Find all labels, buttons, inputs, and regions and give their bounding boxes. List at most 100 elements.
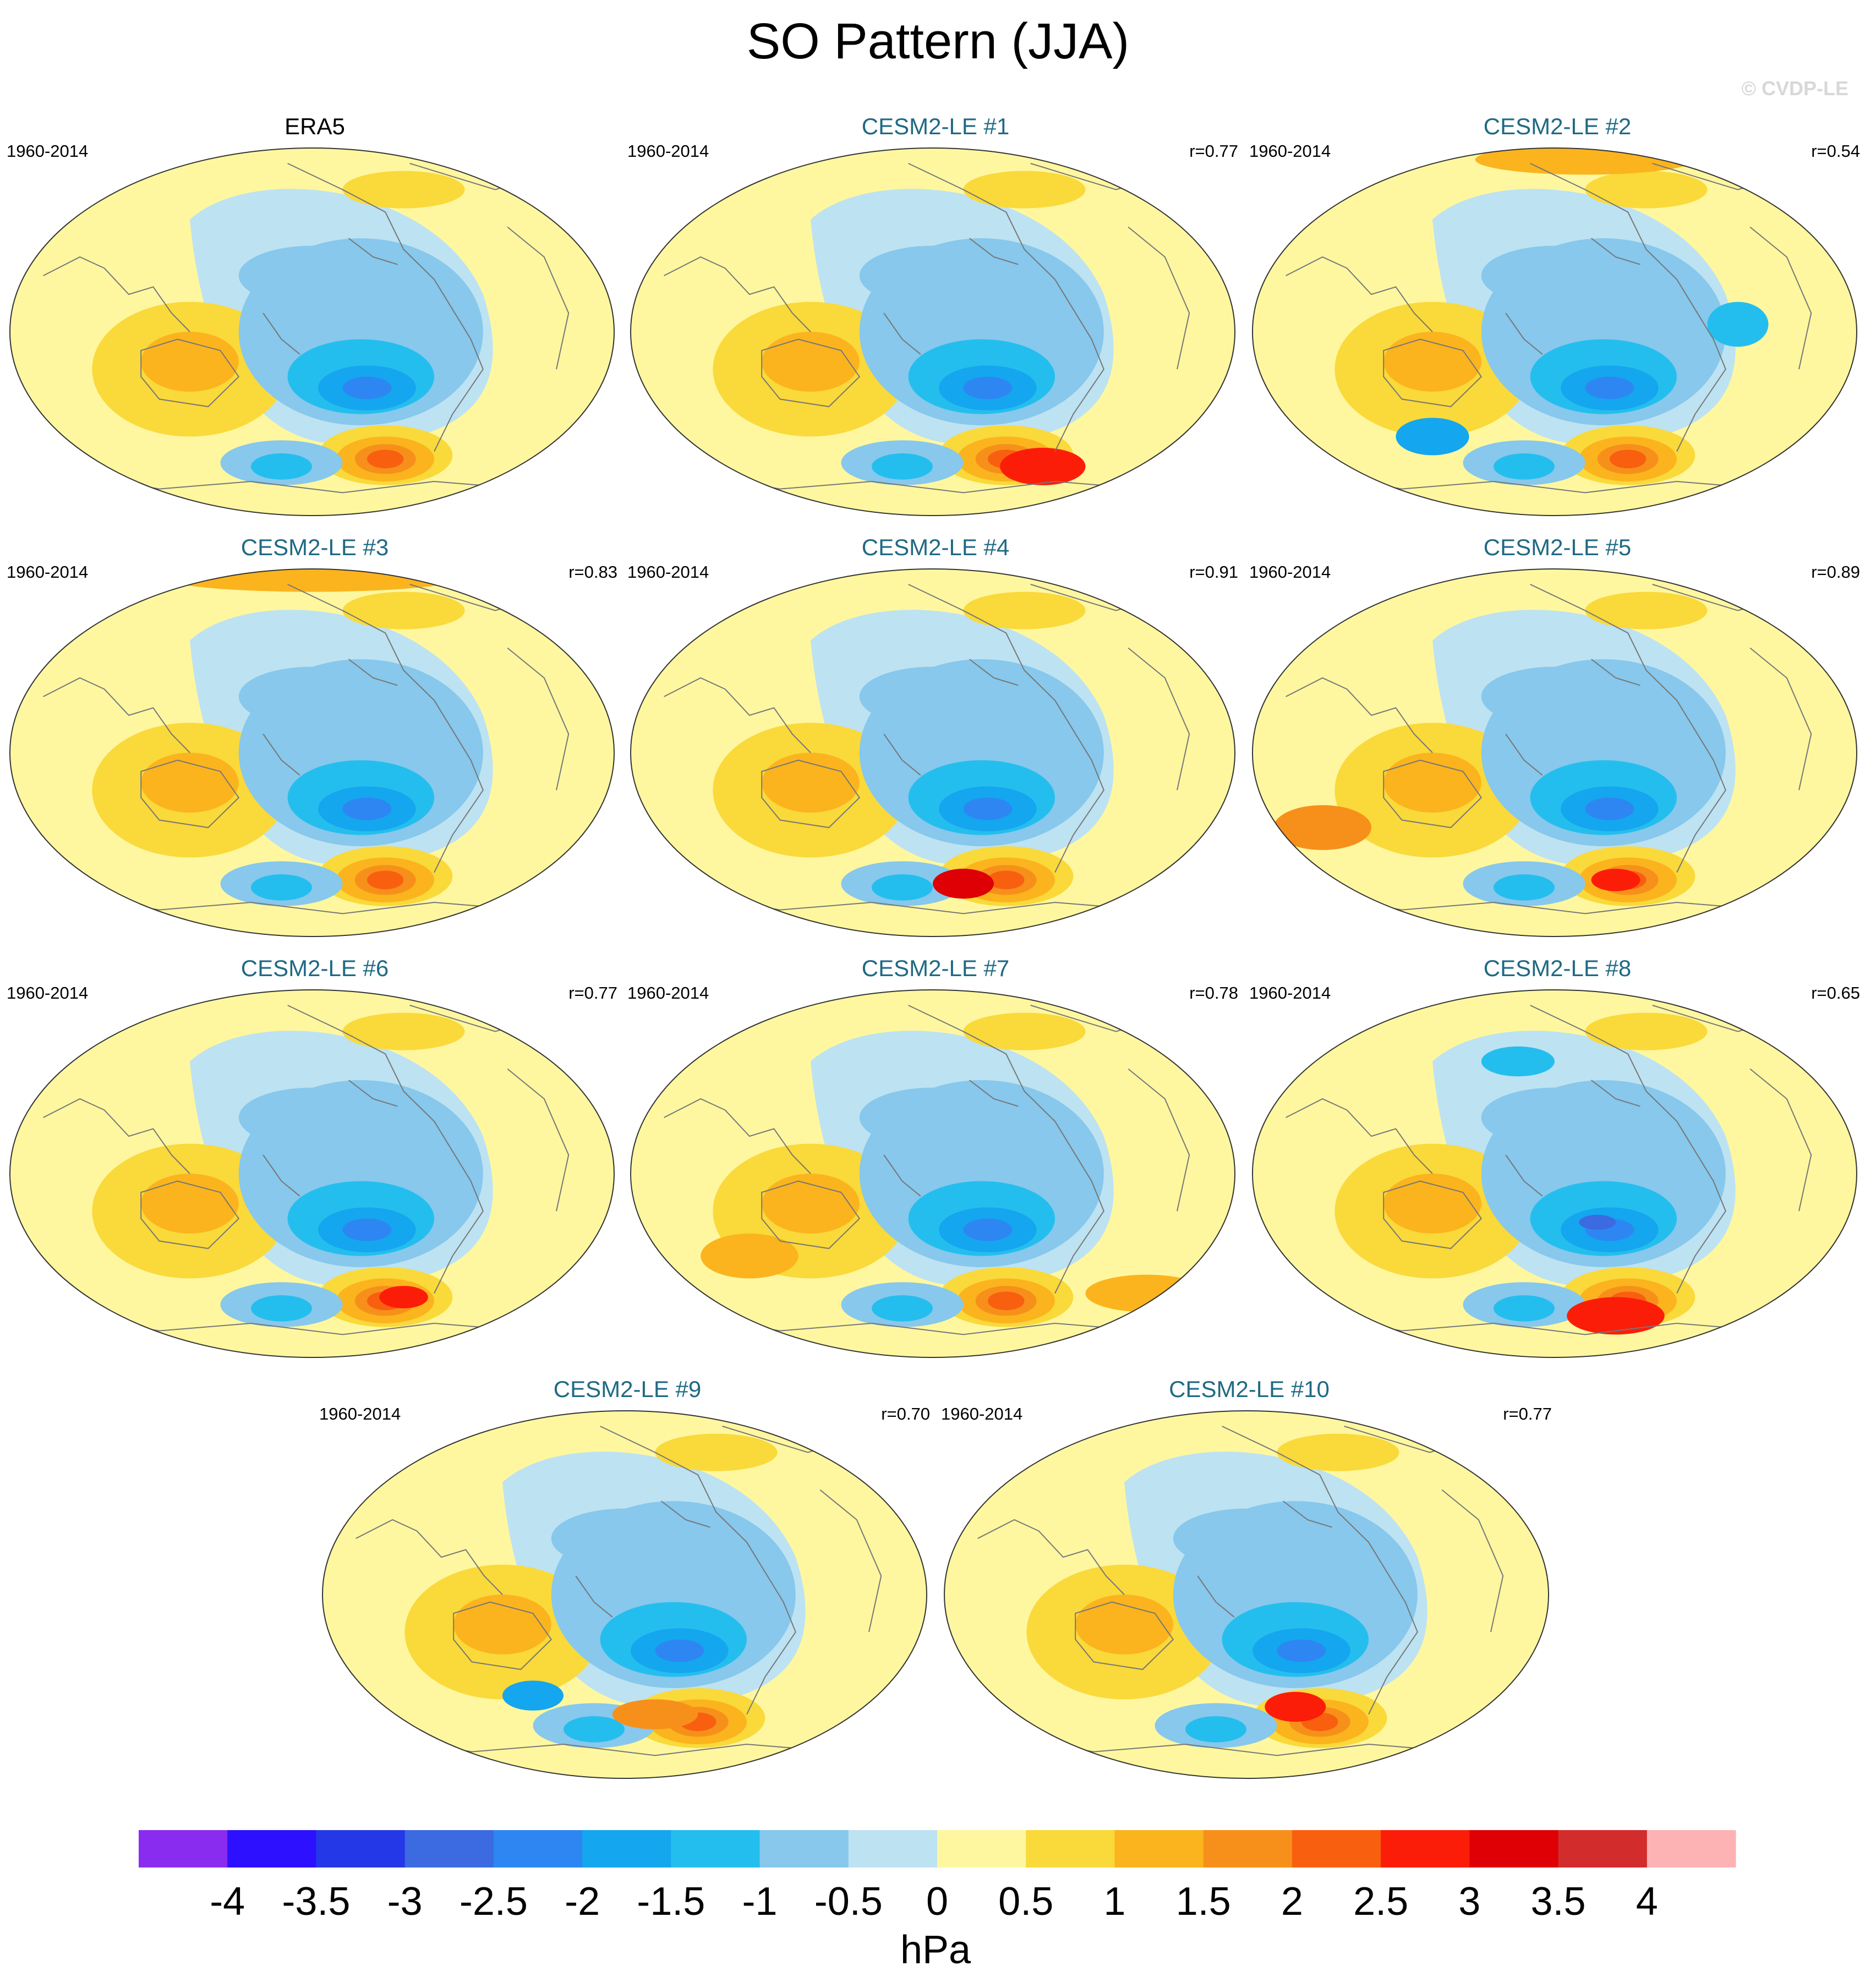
anomaly-contour	[1185, 1716, 1246, 1743]
anomaly-contour	[1585, 376, 1634, 399]
coastline	[908, 584, 1104, 873]
colorbar-swatch	[1469, 1830, 1559, 1868]
coastline	[287, 163, 484, 452]
coastline	[43, 256, 190, 332]
colorbar-tick-label: -3.5	[282, 1880, 350, 1924]
coastline	[969, 238, 1019, 265]
coastline	[883, 733, 921, 776]
panel-title: CESM2-LE #7	[861, 955, 1010, 981]
coastline	[1383, 759, 1483, 829]
colorbar-tick-label: -2.5	[460, 1880, 528, 1924]
anomaly-contour	[238, 1087, 386, 1148]
colorbar-tick-label: 2.5	[1353, 1880, 1408, 1924]
anomaly-contour	[1585, 171, 1708, 209]
panel-period: 1960-2014	[1249, 983, 1331, 1003]
anomaly-contour	[251, 1295, 312, 1322]
anomaly-contour	[342, 592, 465, 629]
contour-map	[322, 1410, 927, 1779]
map-outline	[1252, 568, 1857, 937]
anomaly-contour	[342, 1218, 392, 1241]
anomaly-contour	[859, 245, 1007, 306]
coastline	[1505, 313, 1543, 355]
map-outline	[9, 568, 615, 937]
coastline	[1282, 1500, 1332, 1528]
coastline	[140, 759, 240, 829]
anomaly-contour	[564, 1716, 625, 1743]
anomaly-contour	[1567, 1297, 1665, 1335]
map-panel: CESM2-LE #8 1960-2014 r=0.65	[1249, 955, 1866, 1362]
coastline	[1749, 1068, 1812, 1212]
panel-title: ERA5	[285, 113, 345, 139]
colorbar-swatch	[582, 1830, 671, 1868]
coastline	[1128, 226, 1190, 370]
coastline	[977, 1519, 1125, 1595]
panel-period: 1960-2014	[1249, 562, 1331, 582]
colorbar-swatch	[1026, 1830, 1115, 1868]
anomaly-contour	[1075, 1595, 1173, 1655]
coastline	[575, 1575, 613, 1618]
contour-map	[944, 1410, 1549, 1779]
anomaly-contour	[1277, 1433, 1399, 1471]
coastline	[908, 163, 1104, 452]
anomaly-contour	[342, 171, 465, 209]
colorbar-swatch	[671, 1830, 761, 1868]
panel-title: CESM2-LE #9	[553, 1376, 702, 1402]
colorbar-swatch	[1381, 1830, 1470, 1868]
map-outline	[630, 989, 1235, 1358]
anomaly-contour	[1707, 302, 1769, 347]
coastline	[761, 338, 861, 408]
coastline	[348, 1080, 398, 1107]
coastline	[883, 1154, 921, 1197]
anomaly-contour	[933, 868, 994, 899]
panel-title: CESM2-LE #2	[1483, 113, 1632, 139]
panel-period: 1960-2014	[627, 562, 709, 582]
anomaly-contour	[453, 1595, 551, 1655]
anomaly-contour	[1481, 1087, 1628, 1148]
anomaly-contour	[1265, 1691, 1326, 1722]
colorbar-swatch	[848, 1830, 938, 1868]
anomaly-contour	[987, 870, 1025, 890]
colorbar-units-label: hPa	[900, 1928, 971, 1972]
colorbar-swatch	[937, 1830, 1026, 1868]
map-outline	[944, 1410, 1549, 1779]
anomaly-contour	[238, 245, 386, 306]
anomaly-contour	[1585, 1012, 1708, 1050]
colorbar-tick-label: 1	[1103, 1880, 1125, 1924]
anomaly-contour	[612, 1699, 698, 1729]
contour-map	[9, 989, 615, 1358]
colorbar-tick-label: -1.5	[637, 1880, 705, 1924]
anomaly-contour	[701, 1233, 798, 1279]
coastline	[507, 647, 570, 791]
anomaly-contour	[963, 1218, 1013, 1241]
anomaly-contour	[655, 1639, 704, 1662]
panel-period: 1960-2014	[7, 562, 89, 582]
contour-map	[9, 568, 615, 937]
coastline	[507, 226, 570, 370]
coastline	[1222, 1426, 1418, 1715]
panel-period: 1960-2014	[941, 1404, 1023, 1423]
anomaly-contour	[859, 666, 1007, 727]
coastline	[1383, 338, 1483, 408]
anomaly-contour	[1383, 332, 1481, 392]
anomaly-contour	[1481, 666, 1628, 727]
coastline	[262, 313, 300, 355]
coastline	[507, 1068, 570, 1212]
colorbar-swatch	[1647, 1830, 1736, 1868]
anomaly-contour	[963, 1012, 1086, 1050]
map-panel: CESM2-LE #3 1960-2014 r=0.83	[7, 534, 623, 941]
coastline	[348, 238, 398, 265]
coastline	[664, 677, 811, 753]
panel-title: CESM2-LE #3	[240, 534, 389, 560]
colorbar-tick-label: 3.5	[1531, 1880, 1586, 1924]
panel-correlation: r=0.77	[1503, 1404, 1552, 1423]
colorbar-tick-label: 4	[1636, 1880, 1658, 1924]
map-outline	[630, 568, 1235, 937]
colorbar-tick-label: 1.5	[1176, 1880, 1231, 1924]
colorbar-swatch	[139, 1830, 228, 1868]
anomaly-contour	[141, 1174, 239, 1234]
colorbar-tick-label: 3	[1458, 1880, 1480, 1924]
coastline	[287, 584, 484, 873]
coastline	[660, 1500, 710, 1528]
map-panel: CESM2-LE #5 1960-2014 r=0.89	[1249, 534, 1866, 941]
panel-period: 1960-2014	[1249, 141, 1331, 161]
